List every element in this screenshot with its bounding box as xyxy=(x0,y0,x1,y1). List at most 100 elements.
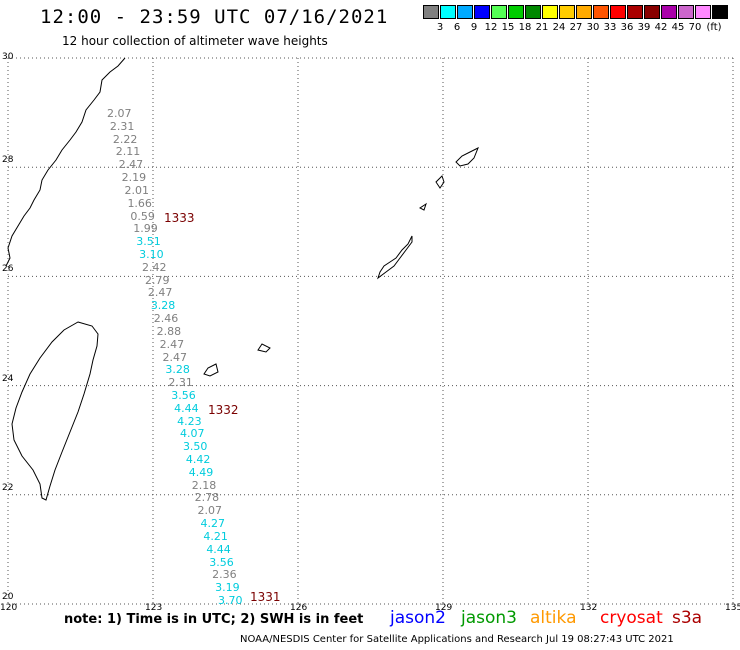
color-scale-tick: 12 xyxy=(484,22,498,33)
color-swatch xyxy=(525,5,541,19)
wave-height-value: 3.56 xyxy=(171,388,196,402)
miyako-island xyxy=(257,343,271,353)
color-scale-tick: 9 xyxy=(470,22,478,33)
wave-height-value: 3.19 xyxy=(215,581,240,595)
color-scale-tick: 6 xyxy=(453,22,461,33)
wave-height-value: 4.27 xyxy=(200,517,225,531)
color-scale-tick: 30 xyxy=(586,22,600,33)
wave-height-value: 4.44 xyxy=(206,542,231,556)
color-swatch xyxy=(576,5,592,19)
color-scale-tick: 33 xyxy=(603,22,617,33)
color-swatch xyxy=(593,5,609,19)
wave-height-value: 2.47 xyxy=(162,350,188,364)
wave-height-value: 2.78 xyxy=(194,491,220,505)
wave-height-value: 2.46 xyxy=(153,312,179,326)
latitude-label: 20 xyxy=(2,592,14,602)
color-swatch xyxy=(627,5,643,19)
pass-label-1331: 1331 xyxy=(250,590,281,604)
satellite-legend-item: cryosat xyxy=(600,608,663,628)
latitude-label: 26 xyxy=(2,264,14,275)
wave-height-value: 2.11 xyxy=(115,145,141,159)
color-scale-tick: 18 xyxy=(518,22,532,33)
wave-height-value: 2.07 xyxy=(107,107,132,120)
color-swatch xyxy=(610,5,626,19)
wave-height-value: 3.28 xyxy=(150,299,176,313)
color-scale-tick: 42 xyxy=(654,22,668,33)
footer-note: note: 1) Time is in UTC; 2) SWH is in fe… xyxy=(64,612,364,627)
latitude-label: 30 xyxy=(2,52,14,62)
latitude-label: 28 xyxy=(2,155,14,166)
lat-lon-grid xyxy=(7,57,734,605)
longitude-label: 135 xyxy=(725,603,740,613)
color-swatch xyxy=(559,5,575,19)
wave-height-value: 3.50 xyxy=(182,440,208,454)
wave-height-value: 2.47 xyxy=(159,337,185,351)
longitude-label: 129 xyxy=(435,603,453,613)
wave-height-value: 4.21 xyxy=(203,529,228,543)
color-scale-tick: 70 xyxy=(688,22,702,33)
color-scale-tick: 36 xyxy=(620,22,634,33)
footer-credits: NOAA/NESDIS Center for Satellite Applica… xyxy=(240,634,674,645)
wave-height-value: 2.88 xyxy=(156,324,182,338)
wave-height-value: 3.10 xyxy=(139,247,164,261)
wave-height-value: 2.07 xyxy=(197,504,223,518)
satellite-legend-item: altika xyxy=(530,608,577,628)
color-swatch xyxy=(423,5,439,19)
wave-height-value: 3.28 xyxy=(165,363,190,377)
color-scale-unit: (ft) xyxy=(706,22,722,33)
color-scale-tick: 45 xyxy=(671,22,685,33)
coastlines xyxy=(5,57,479,501)
wave-height-value: 2.42 xyxy=(142,260,167,274)
map-subtitle: 12 hour collection of altimeter wave hei… xyxy=(62,34,328,48)
ishigaki-island xyxy=(203,363,219,377)
pass-label-1332: 1332 xyxy=(208,403,239,417)
color-swatch xyxy=(474,5,490,19)
wave-height-value: 2.31 xyxy=(109,119,135,133)
color-scale-tick: 24 xyxy=(552,22,566,33)
color-scale-tick: 15 xyxy=(501,22,515,33)
wave-height-value: 4.07 xyxy=(180,427,205,441)
wave-height-value: 4.44 xyxy=(174,401,199,415)
color-scale-tick: 39 xyxy=(637,22,651,33)
color-swatch xyxy=(491,5,507,19)
wave-height-value: 2.36 xyxy=(212,568,237,582)
latitude-label: 24 xyxy=(2,373,14,384)
wave-height-value: 1.66 xyxy=(127,196,152,210)
wave-height-value: 2.79 xyxy=(144,273,170,287)
small-island xyxy=(435,175,445,189)
latitude-label: 22 xyxy=(2,482,14,493)
okinawa-island xyxy=(377,235,413,280)
color-scale-tick: 21 xyxy=(535,22,549,33)
small-island xyxy=(419,202,427,211)
pass-label-1333: 1333 xyxy=(164,211,195,225)
wave-height-value: 2.18 xyxy=(191,478,217,492)
color-swatch xyxy=(712,5,728,19)
wave-height-value: 3.70 xyxy=(218,594,243,607)
color-swatch xyxy=(695,5,711,19)
wave-height-value: 2.19 xyxy=(121,171,147,185)
longitude-label: 132 xyxy=(580,603,598,613)
satellite-legend-item: jason2 xyxy=(390,608,446,628)
wave-height-value: 2.47 xyxy=(118,158,144,172)
longitude-label: 120 xyxy=(0,603,18,613)
longitude-label: 123 xyxy=(145,603,163,613)
color-swatch xyxy=(508,5,524,19)
color-scale-tick: 3 xyxy=(436,22,444,33)
color-swatch xyxy=(661,5,677,19)
wave-height-value: 2.22 xyxy=(112,132,138,146)
map-title: 12:00 - 23:59 UTC 07/16/2021 xyxy=(40,6,389,28)
satellite-legend-item: jason3 xyxy=(461,608,517,628)
color-scale-tick: 27 xyxy=(569,22,583,33)
wave-height-value: 4.49 xyxy=(188,465,214,479)
satellite-legend-item: s3a xyxy=(672,608,703,628)
amami-island xyxy=(455,146,479,167)
wave-height-value: 4.23 xyxy=(177,414,202,428)
taiwan-coastline xyxy=(11,321,99,501)
longitude-label: 126 xyxy=(290,603,308,613)
wave-height-value: 3.51 xyxy=(136,235,161,249)
color-swatch xyxy=(542,5,558,19)
color-swatch xyxy=(644,5,660,19)
wave-height-value: 4.42 xyxy=(185,453,211,467)
wave-height-value: 2.01 xyxy=(124,183,150,197)
